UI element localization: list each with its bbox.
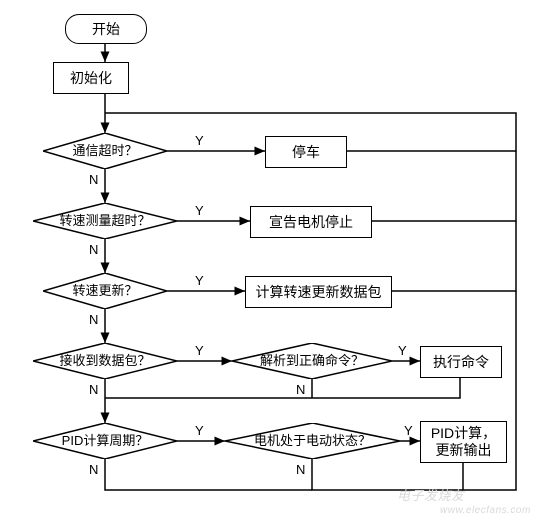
d_pid: PID计算周期？ — [33, 423, 177, 459]
label-comm_y: Y — [195, 133, 204, 148]
label-upd_y: Y — [195, 273, 204, 288]
d_speed_to: 转速测量超时？ — [33, 203, 177, 239]
label-spd_y: Y — [195, 203, 204, 218]
flowchart-canvas: 开始初始化通信超时？ 停车转速测量超时？ 宣告电机停止转速更新？ 计算转速更新数据包接… — [0, 0, 537, 529]
label-pid_y: Y — [195, 423, 204, 438]
p_calcpkt: 计算转速更新数据包 — [245, 276, 392, 308]
d_update: 转速更新？ — [43, 273, 167, 309]
start: 开始 — [65, 14, 147, 44]
label-comm_n: N — [89, 172, 98, 187]
label-upd_n: N — [89, 312, 98, 327]
d_motor: 电机处于电动状态？ — [225, 423, 400, 459]
p_pidcalc: PID计算，更新输出 — [420, 421, 507, 463]
label-motor_y: Y — [404, 423, 413, 438]
label-recv_n: N — [89, 382, 98, 397]
p_exec: 执行命令 — [420, 346, 502, 378]
watermark: 电子发烧友 — [397, 485, 465, 504]
init: 初始化 — [53, 62, 129, 94]
label-spd_n: N — [89, 242, 98, 257]
d_parse: 解析到正确命令？ — [232, 343, 392, 379]
p_stop: 停车 — [265, 136, 347, 168]
watermark-sub: www.elecfans.com — [440, 505, 531, 516]
label-motor_n: N — [296, 462, 305, 477]
label-parse_y: Y — [398, 343, 407, 358]
label-pid_n: N — [89, 462, 98, 477]
label-recv_y: Y — [195, 343, 204, 358]
label-parse_n: N — [296, 382, 305, 397]
d_comm: 通信超时？ — [43, 133, 167, 169]
p_announce: 宣告电机停止 — [250, 206, 372, 238]
d_recv: 接收到数据包？ — [33, 343, 177, 379]
